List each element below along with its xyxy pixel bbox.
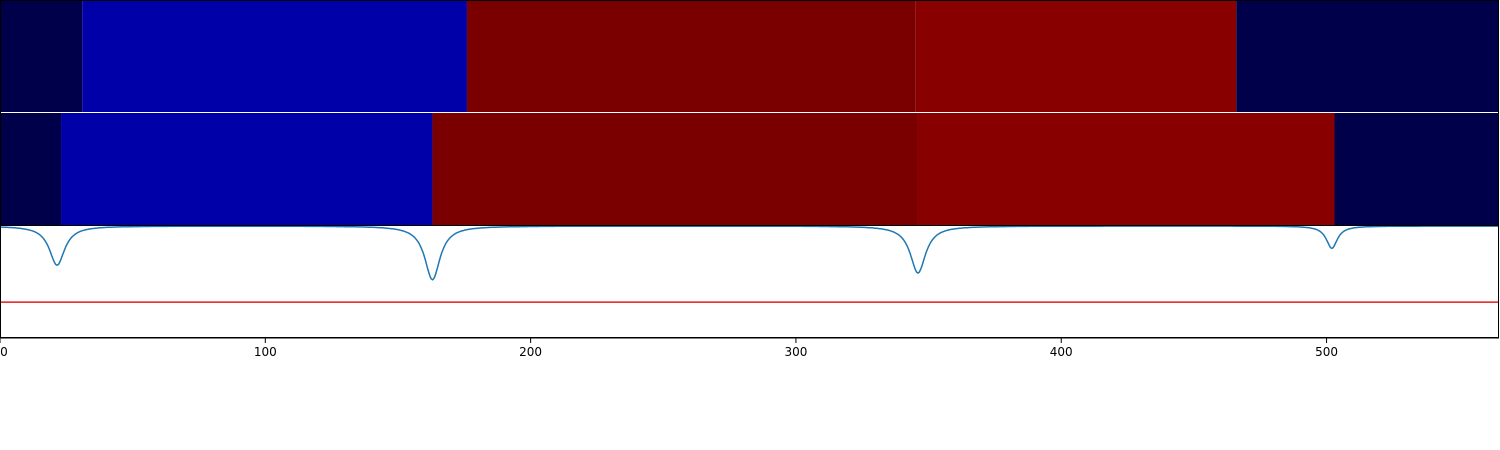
- x-tick-label-400: 400: [1050, 345, 1073, 359]
- signal-line: [0, 225, 1499, 281]
- band-2-segment-2: [61, 113, 433, 225]
- x-tick-label-300: 300: [784, 345, 807, 359]
- band-1-segment-3: [466, 1, 916, 112]
- x-tick-label-0: 0: [0, 345, 8, 359]
- x-tick-label-500: 500: [1315, 345, 1338, 359]
- x-tick-label-100: 100: [254, 345, 277, 359]
- x-tick-label-200: 200: [519, 345, 542, 359]
- band-2-segment-1: [0, 113, 62, 225]
- band-2-segment-3: [432, 113, 918, 225]
- band-1-segment-1: [0, 1, 83, 112]
- band-2-segment-5: [1334, 113, 1499, 225]
- panel-frame-3: [0, 225, 1499, 338]
- band-1-segment-2: [82, 1, 467, 112]
- band-2-segment-4: [917, 113, 1335, 225]
- band-1-segment-5: [1236, 1, 1499, 112]
- band-1-segment-4: [915, 1, 1237, 112]
